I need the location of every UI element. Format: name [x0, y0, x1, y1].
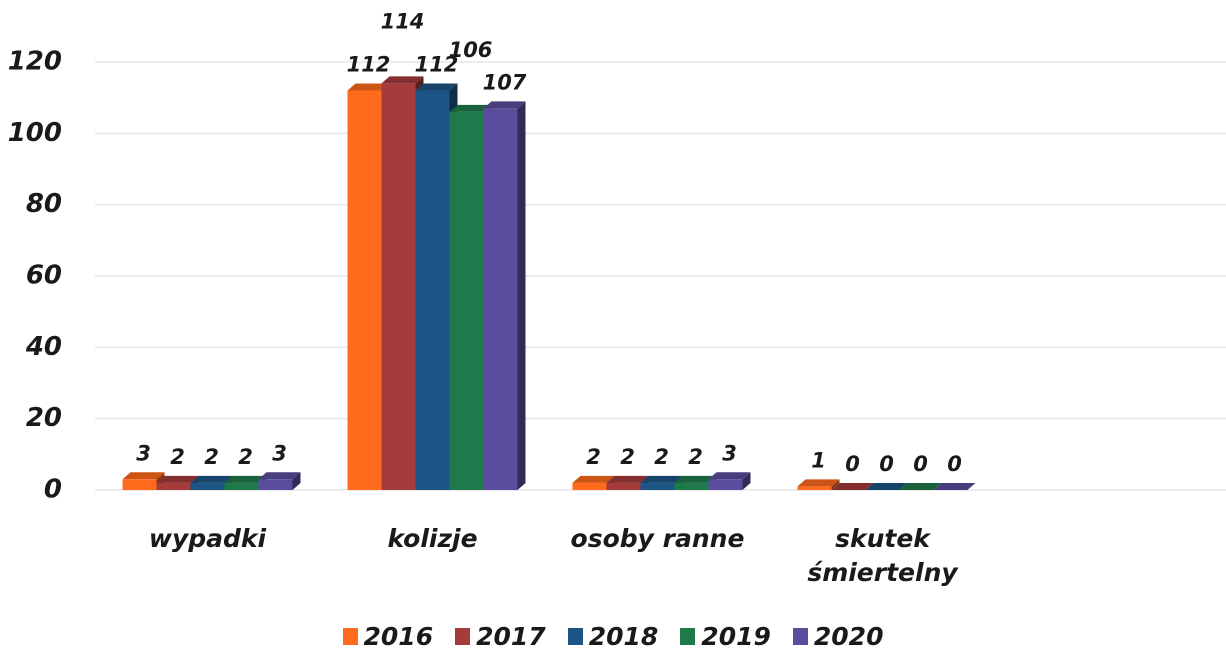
bar	[831, 483, 874, 491]
bar-front	[797, 486, 832, 490]
bar-top	[606, 475, 649, 483]
y-tick-label: 40	[25, 332, 62, 362]
bar	[483, 101, 526, 490]
bar-top	[899, 483, 942, 490]
x-tick-label: kolizje	[387, 524, 478, 553]
data-label: 1	[811, 448, 826, 472]
bar-front	[483, 108, 518, 490]
data-label: 106	[449, 38, 493, 62]
bar-front	[381, 83, 416, 491]
bar-top	[640, 475, 683, 483]
bar-front	[449, 111, 484, 490]
legend-swatch	[342, 628, 358, 645]
x-tick-label: skutek śmiertelny	[807, 524, 958, 587]
bar-top	[708, 472, 751, 480]
bar-front	[347, 90, 382, 491]
bar-top	[122, 472, 165, 480]
bar-front	[572, 482, 607, 490]
data-label: 3	[722, 441, 737, 465]
legend-swatch	[567, 628, 583, 645]
data-label: 3	[136, 441, 151, 465]
bar-front	[606, 482, 641, 490]
legend-label: 2016	[363, 622, 434, 651]
bar-front	[258, 479, 293, 490]
bar-top	[674, 475, 717, 483]
bar-top	[797, 479, 840, 487]
x-tick-label: wypadki	[148, 524, 267, 553]
data-label: 2	[204, 445, 219, 469]
data-label: 2	[238, 445, 253, 469]
bar-front	[640, 482, 675, 490]
x-tick-label: osoby ranne	[570, 524, 745, 553]
bar	[865, 483, 908, 491]
legend-swatch	[455, 628, 471, 645]
bar-side	[292, 472, 301, 490]
bar-front	[674, 482, 709, 490]
data-label: 112	[415, 53, 459, 77]
data-label: 0	[845, 452, 860, 476]
legend-item: 2019	[680, 622, 771, 651]
bar-side	[831, 479, 840, 490]
bar-top	[190, 475, 233, 483]
bar	[933, 483, 976, 491]
y-tick-label: 0	[44, 475, 62, 505]
bar-top	[831, 483, 874, 490]
data-label: 107	[483, 70, 527, 94]
data-label: 2	[688, 445, 703, 469]
bar-top	[347, 83, 390, 91]
bar-side	[517, 101, 526, 490]
bar	[899, 483, 942, 491]
legend-swatch	[680, 628, 696, 645]
data-label: 114	[381, 9, 425, 33]
legend-item: 2016	[342, 622, 434, 651]
bar-front	[224, 482, 259, 490]
data-label: 2	[586, 445, 601, 469]
y-tick-label: 60	[26, 261, 62, 291]
bar	[258, 472, 301, 490]
bar	[797, 479, 840, 490]
bar-top	[865, 483, 908, 490]
legend-label: 2019	[701, 622, 771, 651]
bar-top	[381, 76, 424, 84]
bar-front	[415, 90, 450, 491]
data-label: 2	[654, 445, 669, 469]
data-label: 2	[620, 445, 635, 469]
bar-top	[449, 104, 492, 112]
bar-front	[708, 479, 743, 490]
bar-top	[258, 472, 301, 480]
y-tick-label: 120	[8, 47, 62, 77]
legend-swatch	[792, 628, 808, 645]
legend-item: 2020	[792, 622, 884, 651]
bar-front	[190, 482, 225, 490]
bar	[708, 472, 751, 490]
legend-label: 2017	[476, 622, 546, 651]
y-tick-label: 80	[26, 189, 62, 219]
legend-item: 2018	[567, 622, 659, 651]
legend: 2016 2017 2018 2019 2020	[0, 622, 1226, 651]
legend-label: 2018	[588, 622, 659, 651]
bar-side	[742, 472, 751, 490]
y-tick-label: 100	[8, 118, 62, 148]
data-label: 112	[347, 53, 391, 77]
legend-label: 2020	[813, 622, 884, 651]
bar-top	[572, 475, 615, 483]
data-label: 0	[947, 452, 962, 476]
bar-front	[156, 482, 191, 490]
bar-top	[933, 483, 976, 490]
data-label: 0	[879, 452, 894, 476]
data-label: 0	[913, 452, 928, 476]
bar-top	[415, 83, 458, 91]
bar-front	[122, 479, 157, 490]
data-label: 3	[272, 441, 287, 465]
bar-top	[224, 475, 267, 483]
bar-top	[156, 475, 199, 483]
y-tick-label: 20	[26, 403, 62, 433]
data-label: 2	[170, 445, 185, 469]
legend-item: 2017	[455, 622, 546, 651]
bar-top	[483, 101, 526, 109]
